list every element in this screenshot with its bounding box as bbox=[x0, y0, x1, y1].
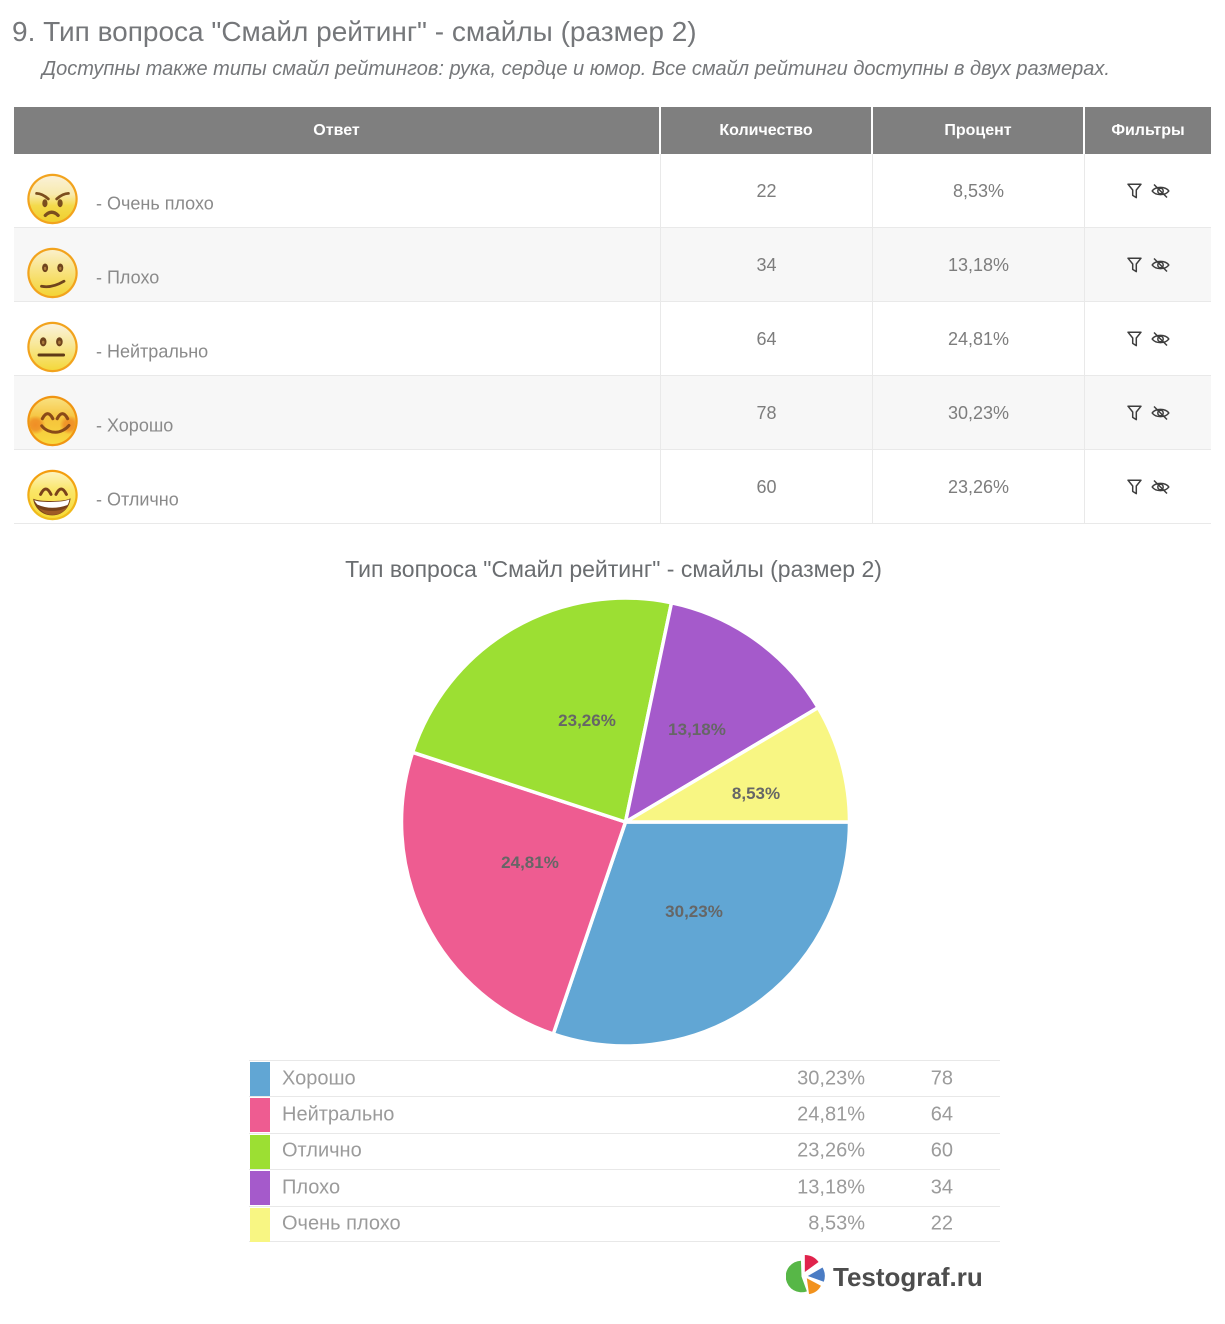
svg-text:23,26%: 23,26% bbox=[558, 711, 616, 730]
svg-text:8,53%: 8,53% bbox=[732, 784, 780, 803]
svg-text:24,81%: 24,81% bbox=[501, 853, 559, 872]
svg-text:30,23%: 30,23% bbox=[665, 902, 723, 921]
svg-text:13,18%: 13,18% bbox=[668, 720, 726, 739]
